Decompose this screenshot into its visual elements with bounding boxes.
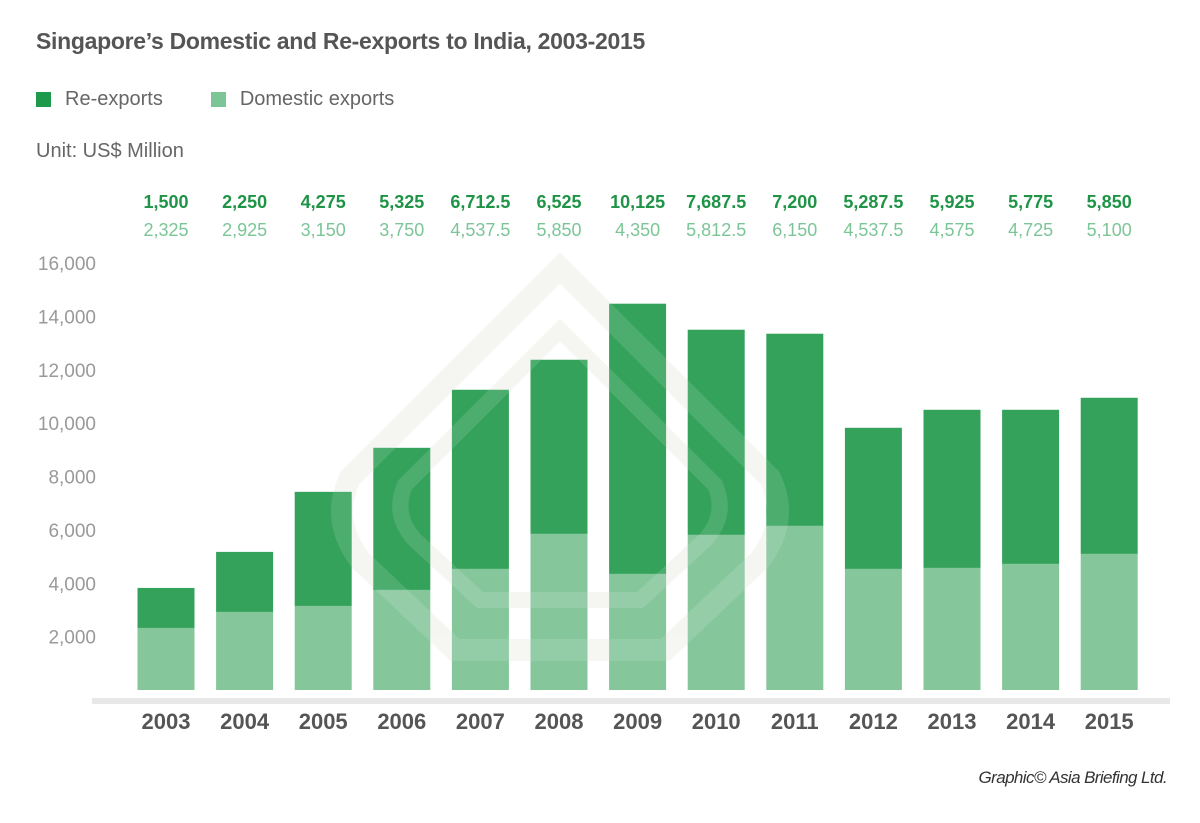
y-tick-label: 2,000: [48, 628, 96, 649]
data-label-reexports: 6,712.5: [450, 192, 510, 212]
x-tick-label: 2006: [377, 709, 426, 734]
x-tick-label: 2014: [1006, 709, 1056, 734]
bar-domestic-2004: [216, 611, 274, 690]
data-label-domestic: 4,537.5: [450, 220, 510, 240]
bar-reexports-2004: [216, 551, 274, 612]
bar-reexports-2005: [294, 491, 352, 606]
x-tick-label: 2008: [535, 709, 584, 734]
watermark-overlay-icon: [331, 252, 789, 661]
x-tick-label: 2004: [220, 709, 270, 734]
data-label-reexports: 2,250: [222, 192, 267, 212]
data-label-reexports: 5,775: [1008, 192, 1053, 212]
bars: [137, 303, 1138, 690]
bar-reexports-2006: [373, 447, 431, 590]
data-label-reexports: 1,500: [143, 192, 188, 212]
y-tick-label: 10,000: [38, 414, 96, 435]
x-tick-label: 2010: [692, 709, 741, 734]
data-label-domestic: 5,812.5: [686, 220, 746, 240]
bar-domestic-2006: [373, 589, 431, 690]
bar-domestic-2015: [1080, 553, 1138, 690]
data-label-domestic: 6,150: [772, 220, 817, 240]
bar-domestic-2011: [766, 525, 824, 690]
bar-domestic-2012: [844, 568, 902, 690]
data-label-domestic: 5,850: [536, 220, 581, 240]
data-label-domestic: 4,537.5: [843, 220, 903, 240]
legend-item-reexports: Re-exports: [36, 88, 163, 111]
data-label-reexports: 5,287.5: [843, 192, 903, 212]
data-label-reexports: 7,687.5: [686, 192, 746, 212]
x-tick-label: 2003: [142, 709, 191, 734]
data-label-domestic: 3,150: [301, 220, 346, 240]
y-tick-label: 16,000: [38, 254, 96, 275]
x-axis-baseline: [92, 698, 1170, 704]
x-tick-label: 2007: [456, 709, 505, 734]
y-tick-label: 4,000: [48, 574, 96, 595]
bar-reexports-2015: [1080, 397, 1138, 554]
legend: Re-exports Domestic exports: [36, 88, 442, 111]
data-label-domestic: 2,925: [222, 220, 267, 240]
data-label-reexports: 5,325: [379, 192, 424, 212]
y-tick-label: 14,000: [38, 307, 96, 328]
data-label-reexports: 5,850: [1087, 192, 1132, 212]
data-label-reexports: 7,200: [772, 192, 817, 212]
y-axis: 2,000 4,000 6,000 8,000 10,000 12,000 14,000 16…: [38, 254, 96, 649]
x-tick-label: 2005: [299, 709, 348, 734]
bar-reexports-2010: [687, 329, 745, 535]
x-tick-label: 2011: [771, 709, 819, 734]
x-tick-label: 2012: [849, 709, 898, 734]
legend-label-domestic: Domestic exports: [239, 88, 395, 110]
bar-domestic-2005: [294, 605, 352, 690]
legend-item-domestic: Domestic exports: [210, 88, 395, 111]
bar-domestic-2009: [609, 573, 667, 690]
bar-reexports-2007: [451, 389, 509, 569]
bar-reexports-2011: [766, 333, 824, 526]
data-label-domestic: 2,325: [143, 220, 188, 240]
data-label-domestic: 4,350: [615, 220, 660, 240]
bar-reexports-2009: [609, 303, 667, 574]
x-axis: 2003 2004 2005 2006 2007 2008 2009 2010 2011 2012…: [142, 709, 1134, 734]
unit-label: Unit: US$ Million: [36, 140, 184, 162]
y-tick-label: 8,000: [48, 468, 96, 489]
bar-reexports-2008: [530, 359, 588, 534]
data-label-domestic: 5,100: [1087, 220, 1132, 240]
y-tick-label: 12,000: [38, 361, 96, 382]
x-tick-label: 2013: [928, 709, 977, 734]
bar-domestic-2007: [451, 568, 509, 690]
data-label-domestic: 4,725: [1008, 220, 1053, 240]
credit-text: Graphic© Asia Briefing Ltd.: [978, 768, 1168, 787]
legend-swatch-domestic: [210, 92, 226, 107]
data-label-domestic: 3,750: [379, 220, 424, 240]
bar-domestic-2008: [530, 533, 588, 690]
bar-reexports-2013: [923, 409, 981, 568]
chart-title: Singapore’s Domestic and Re-exports to I…: [36, 28, 645, 54]
bar-domestic-2013: [923, 567, 981, 690]
bar-domestic-2003: [137, 627, 195, 690]
x-tick-label: 2015: [1085, 709, 1134, 734]
legend-swatch-reexports: [36, 92, 51, 107]
data-label-reexports: 6,525: [536, 192, 581, 212]
bar-reexports-2012: [844, 427, 902, 569]
bar-domestic-2010: [687, 534, 745, 690]
data-label-domestic: 4,575: [929, 220, 974, 240]
bar-reexports-2014: [1002, 409, 1060, 564]
data-labels: 1,500 2,325 2,250 2,925 4,275 3,150 5,325 3,750…: [143, 192, 1131, 240]
data-label-reexports: 10,125: [610, 192, 665, 212]
data-label-reexports: 5,925: [929, 192, 974, 212]
x-tick-label: 2009: [613, 709, 662, 734]
data-label-reexports: 4,275: [301, 192, 346, 212]
legend-label-reexports: Re-exports: [65, 88, 163, 110]
bar-reexports-2003: [137, 587, 195, 628]
bar-domestic-2014: [1002, 563, 1060, 690]
y-tick-label: 6,000: [48, 521, 96, 542]
